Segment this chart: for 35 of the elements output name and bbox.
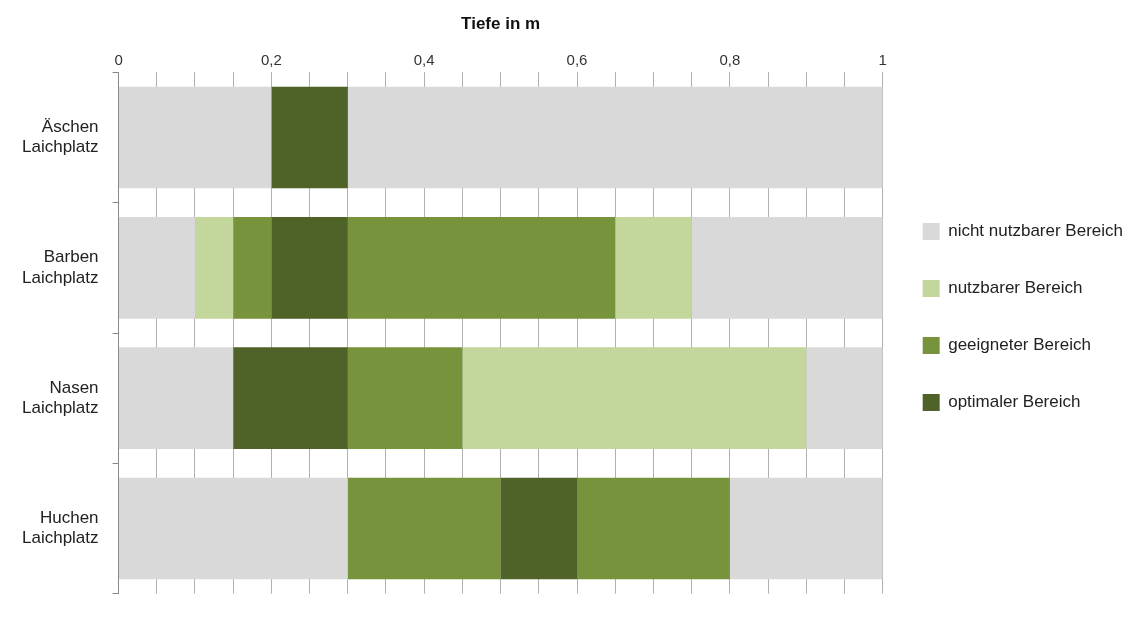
bar bbox=[577, 477, 730, 580]
x-tick-label: 0,2 bbox=[260, 50, 282, 68]
y-tick-label: Huchen Laichplatz bbox=[21, 507, 99, 548]
y-tick-label: Barben Laichplatz bbox=[21, 247, 99, 287]
bar bbox=[615, 217, 692, 319]
x-tick-label: 0,8 bbox=[719, 50, 741, 68]
bar bbox=[233, 347, 348, 449]
y-tick-label: Äschen Laichplatz bbox=[21, 117, 99, 157]
x-tick-label: 0 bbox=[114, 50, 123, 68]
bar bbox=[119, 217, 195, 319]
bar bbox=[347, 347, 463, 449]
bar bbox=[119, 86, 272, 189]
legend-label: nicht nutzbarer Bereich bbox=[948, 221, 1124, 241]
bar bbox=[194, 217, 234, 319]
x-axis-title: Tiefe in m bbox=[461, 13, 541, 33]
bar bbox=[347, 477, 501, 580]
legend-label: optimaler Bereich bbox=[948, 392, 1081, 412]
bar bbox=[806, 347, 883, 449]
bar bbox=[119, 477, 348, 580]
bar bbox=[729, 477, 883, 580]
legend-label: nutzbarer Bereich bbox=[948, 278, 1083, 298]
bar bbox=[119, 347, 234, 449]
bar bbox=[691, 217, 883, 319]
x-tick-label: 0,6 bbox=[566, 50, 588, 68]
bar bbox=[347, 86, 883, 189]
legend-label: geeigneter Bereich bbox=[948, 335, 1091, 355]
bar bbox=[347, 217, 616, 319]
x-tick-label: 1 bbox=[878, 50, 887, 68]
bar bbox=[271, 217, 348, 319]
bar bbox=[500, 477, 578, 580]
bar bbox=[462, 347, 807, 449]
x-tick-label: 0,4 bbox=[413, 50, 435, 68]
bar bbox=[233, 217, 272, 319]
y-tick-label: Nasen Laichplatz bbox=[21, 377, 99, 418]
bar bbox=[271, 86, 348, 189]
